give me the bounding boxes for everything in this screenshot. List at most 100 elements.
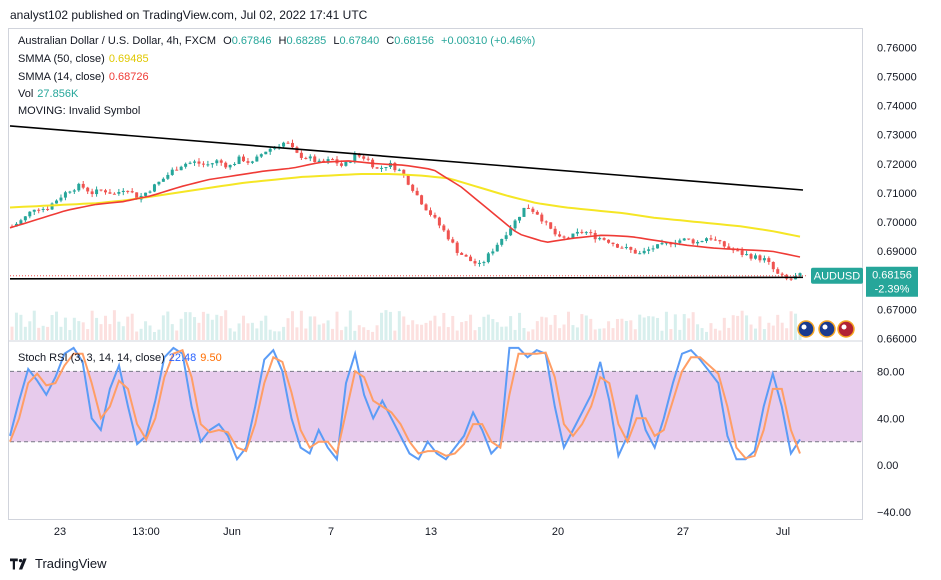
candle-body — [553, 228, 557, 235]
volume-bar — [184, 312, 188, 340]
candle-body — [531, 208, 535, 212]
volume-bar — [268, 329, 272, 340]
volume-bar — [63, 317, 67, 340]
volume-bar — [148, 325, 152, 340]
volume-bar — [286, 318, 290, 340]
candle-body — [718, 240, 722, 242]
candle-body — [518, 216, 522, 221]
candle-body — [415, 190, 419, 196]
us-flag-icon — [837, 320, 855, 338]
price-axis-tick: 0.71000 — [877, 188, 917, 200]
price-axis-tick: 0.70000 — [877, 217, 917, 229]
candle-body — [664, 242, 668, 244]
volume-bar — [86, 329, 90, 340]
volume-bar — [277, 331, 281, 340]
volume-bar — [518, 312, 522, 340]
candle-body — [642, 250, 646, 254]
volume-bar — [353, 330, 357, 340]
candle-body — [259, 154, 263, 157]
volume-bar — [437, 326, 441, 340]
volume-bar — [344, 326, 348, 340]
volume-bar — [326, 320, 330, 340]
volume-bar — [798, 331, 802, 340]
candle-body — [428, 210, 432, 215]
time-axis-tick: 20 — [552, 526, 564, 538]
volume-bar — [598, 328, 602, 340]
volume-bar — [14, 312, 18, 340]
candle-body — [562, 236, 566, 238]
tradingview-footer[interactable]: TradingView — [10, 556, 107, 571]
volume-bar — [10, 326, 14, 340]
volume-bar — [41, 325, 45, 340]
volume-bar — [531, 329, 535, 340]
volume-bar — [179, 318, 183, 340]
high-label: H — [278, 35, 287, 47]
volume-bar — [259, 320, 263, 340]
volume-bar — [130, 313, 134, 340]
volume-bar — [451, 315, 455, 340]
candle-body — [584, 232, 588, 234]
volume-bar — [464, 321, 468, 340]
volume-bar — [571, 325, 575, 340]
volume-bar — [371, 331, 375, 340]
smma14-label: SMMA (14, close) — [18, 71, 105, 83]
candle-body — [299, 152, 303, 158]
candle-body — [780, 273, 784, 275]
volume-bar — [273, 331, 277, 340]
volume-bar — [642, 317, 646, 340]
candle-body — [63, 192, 67, 198]
volume-bar — [722, 317, 726, 340]
candle-body — [736, 250, 740, 252]
candle-body — [103, 190, 107, 193]
volume-bar — [95, 317, 99, 340]
candle-body — [691, 239, 695, 244]
volume-bar — [406, 324, 410, 340]
australia-flag-icon — [818, 320, 836, 338]
flag-circle — [818, 320, 836, 338]
candle-body — [656, 244, 660, 249]
volume-bar — [638, 314, 642, 340]
candle-body — [789, 278, 793, 280]
volume-bar — [424, 322, 428, 340]
candle-body — [161, 178, 165, 182]
moving-label: MOVING: Invalid Symbol — [18, 105, 141, 117]
close-value: 0.68156 — [394, 35, 434, 47]
volume-bar — [166, 311, 170, 340]
candle-body — [424, 204, 428, 211]
stoch-d-value: 9.50 — [200, 352, 222, 364]
candle-body — [727, 246, 731, 249]
time-axis-tick: Jul — [776, 526, 790, 538]
volume-bar — [255, 328, 259, 340]
volume-bar — [491, 319, 495, 340]
candle-body — [86, 187, 90, 192]
volume-bar — [161, 315, 165, 340]
volume-bar — [331, 328, 335, 340]
smma50-line — [9, 173, 801, 238]
candle-body — [32, 209, 36, 212]
volume-bar — [193, 317, 197, 340]
candle-body — [59, 197, 63, 201]
volume-bar — [633, 329, 637, 340]
candle-body — [175, 169, 179, 171]
candle-body — [549, 222, 553, 229]
volume-bar — [90, 310, 94, 340]
candle-body — [366, 158, 370, 160]
candle-body — [504, 235, 508, 239]
volume-bar — [72, 317, 76, 340]
volume-bar — [526, 331, 530, 340]
volume-bar — [366, 329, 370, 340]
price-tag-change: -2.39% — [875, 284, 910, 296]
volume-bar — [224, 310, 228, 340]
candle-body — [598, 238, 602, 240]
candle-body — [295, 147, 299, 153]
candle-body — [224, 162, 228, 168]
volume-bar — [32, 310, 36, 340]
volume-bar — [749, 324, 753, 340]
low-label: L — [333, 35, 340, 47]
candle-body — [108, 192, 112, 194]
candle-body — [242, 156, 246, 162]
volume-bar — [776, 314, 780, 340]
volume-bar — [77, 321, 81, 340]
volume-bar — [575, 327, 579, 340]
